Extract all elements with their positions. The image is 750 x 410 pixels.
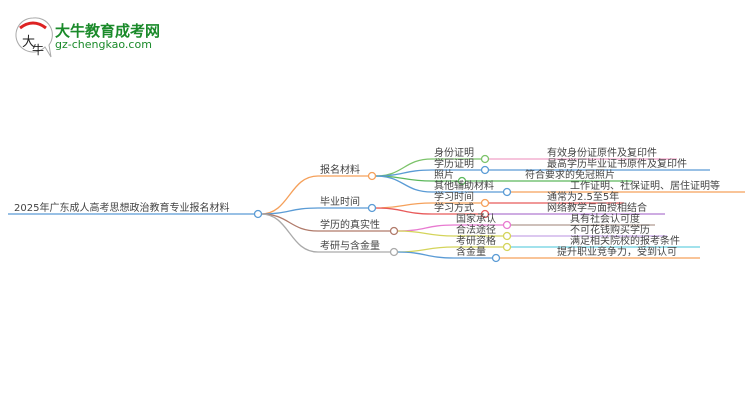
- leaf-node: 其他辅助材料: [434, 179, 494, 192]
- leaf-connector: [375, 169, 433, 177]
- leaf-node-dot: [480, 209, 490, 219]
- leaf-connector: [375, 207, 433, 215]
- leaf-node: 学历证明: [434, 157, 474, 170]
- leaf-connector: [397, 251, 455, 259]
- branch-node-dot: [367, 203, 377, 213]
- leaf-value: 提升职业竞争力，受到认可: [557, 245, 677, 258]
- leaf-node-dot: [457, 176, 467, 186]
- branch-node-dot: [389, 226, 399, 236]
- leaf-value: 不可花钱购买学历: [570, 223, 650, 236]
- leaf-connector: [375, 175, 433, 193]
- branch-node-dot: [389, 247, 399, 257]
- leaf-node: 国家承认: [456, 212, 496, 225]
- branch-node-dot: [367, 171, 377, 181]
- svg-text:大: 大: [22, 35, 35, 50]
- leaf-value: 工作证明、社保证明、居住证明等: [570, 179, 720, 192]
- leaf-connector: [397, 246, 455, 253]
- branch-node: 报名材料: [320, 163, 360, 176]
- leaf-node-dot: [502, 231, 512, 241]
- leaf-node: 考研资格: [456, 234, 496, 247]
- leaf-connector: [375, 202, 433, 209]
- branch-connector: [260, 213, 319, 232]
- leaf-node: 身份证明: [434, 146, 474, 159]
- leaf-value: 具有社会认可度: [570, 212, 640, 225]
- branch-connector: [260, 207, 319, 215]
- leaf-node-dot: [502, 242, 512, 252]
- leaf-value: 符合要求的免冠照片: [525, 168, 615, 181]
- leaf-node: 学习方式: [434, 201, 474, 214]
- leaf-value: 最高学历毕业证书原件及复印件: [547, 157, 687, 170]
- leaf-node: 学习时间: [434, 190, 474, 203]
- leaf-node-dot: [491, 253, 501, 263]
- leaf-connector: [397, 224, 455, 232]
- leaf-node-dot: [480, 154, 490, 164]
- leaf-node-dot: [480, 198, 490, 208]
- leaf-value: 网络教学与面授相结合: [547, 201, 647, 214]
- leaf-node: 照片: [434, 168, 454, 181]
- branch-connector: [260, 213, 319, 253]
- leaf-value: 有效身份证原件及复印件: [547, 146, 657, 159]
- branch-node: 考研与含金量: [320, 239, 380, 252]
- root-node: 2025年广东成人高考思想政治教育专业报名材料: [14, 201, 229, 214]
- branch-node: 学历的真实性: [320, 218, 380, 231]
- logo-title: 大牛教育成考网: [55, 22, 161, 40]
- leaf-node: 合法途径: [456, 223, 496, 236]
- leaf-value: 通常为2.5至5年: [547, 190, 619, 203]
- leaf-node-dot: [502, 187, 512, 197]
- logo-url: gz-chengkao.com: [55, 38, 152, 51]
- leaf-node-dot: [480, 165, 490, 175]
- logo-icon: 大 牛: [15, 17, 53, 58]
- leaf-node-dot: [502, 220, 512, 230]
- svg-text:牛: 牛: [32, 42, 44, 57]
- leaf-connector: [397, 230, 455, 237]
- branch-connector: [260, 175, 319, 215]
- branch-node: 毕业时间: [320, 195, 360, 208]
- root-node-dot: [253, 209, 263, 219]
- leaf-value: 满足相关院校的报考条件: [570, 234, 680, 247]
- leaf-node: 含金量: [456, 245, 486, 258]
